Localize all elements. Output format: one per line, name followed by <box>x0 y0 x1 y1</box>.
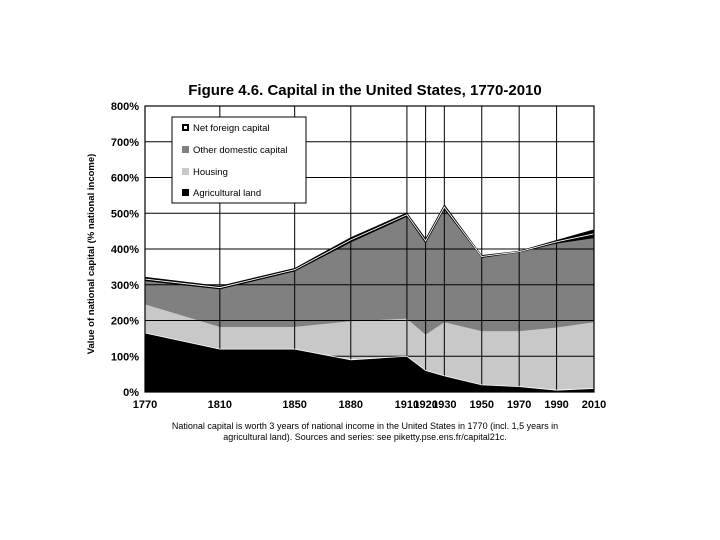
area-other-domestic-capital <box>145 209 594 335</box>
y-tick-label: 600% <box>111 173 139 185</box>
x-tick-label: 1910 <box>395 399 419 411</box>
x-tick-label: 1990 <box>544 399 568 411</box>
legend-box <box>171 116 307 204</box>
y-tick-label: 500% <box>111 208 139 220</box>
legend-label-net-foreign: Net foreign capital <box>193 123 270 134</box>
boundary-agricultural-housing <box>144 332 595 391</box>
y-tick-label: 200% <box>111 316 139 328</box>
y-tick-label: 400% <box>111 244 139 256</box>
area-agricultural-land <box>145 333 594 392</box>
x-tick-label: 1920 <box>413 399 437 411</box>
y-tick-label: 100% <box>111 351 139 363</box>
legend-swatch-net-foreign-inner <box>184 126 187 129</box>
x-tick-label: 1810 <box>208 399 232 411</box>
x-tick-label: 2010 <box>582 399 606 411</box>
x-tick-label: 1930 <box>432 399 456 411</box>
legend-label-housing: Housing <box>193 167 228 178</box>
legend-label-other-domestic: Other domestic capital <box>193 145 288 156</box>
plot-areas <box>145 204 594 392</box>
y-tick-label: 0% <box>123 387 139 399</box>
series-boundaries <box>144 206 595 391</box>
y-axis-ticks: 0% 100% 200% 300% 400% 500% 600% 700% 800% <box>111 101 139 399</box>
y-tick-label: 800% <box>111 101 139 113</box>
legend: Net foreign capital Other domestic capit… <box>171 116 307 204</box>
chart-title: Figure 4.6. Capital in the United States… <box>188 82 541 99</box>
x-tick-label: 1770 <box>133 399 157 411</box>
x-tick-label: 1850 <box>282 399 306 411</box>
legend-swatch-agricultural-land <box>182 189 189 196</box>
legend-swatch-other-domestic <box>182 146 189 153</box>
x-tick-label: 1970 <box>507 399 531 411</box>
chart-note-line-2: agricultural land). Sources and series: … <box>223 432 506 442</box>
net-foreign-highlight-line <box>144 206 595 289</box>
y-axis-label: Value of national capital (% national in… <box>86 154 97 355</box>
plot-frame <box>144 105 595 393</box>
legend-label-agricultural-land: Agricultural land <box>193 188 261 199</box>
y-tick-label: 700% <box>111 137 139 149</box>
y-tick-label: 300% <box>111 280 139 292</box>
chart-note-line-1: National capital is worth 3 years of nat… <box>172 421 558 431</box>
x-tick-label: 1880 <box>339 399 363 411</box>
x-tick-label: 1950 <box>470 399 494 411</box>
legend-swatch-housing <box>182 168 189 175</box>
